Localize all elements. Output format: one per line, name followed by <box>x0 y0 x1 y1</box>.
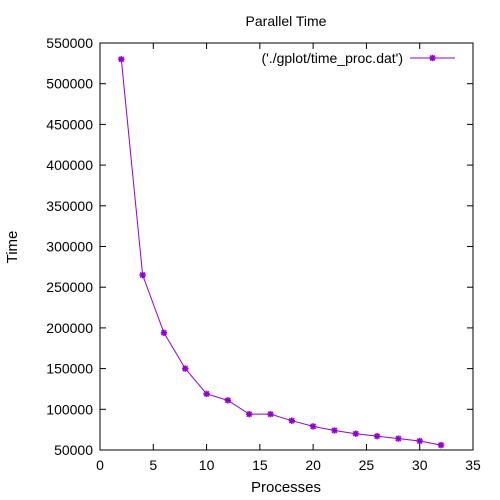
data-point <box>352 430 359 437</box>
x-axis-ticks: 0 5 10 15 20 25 30 35 <box>96 43 481 473</box>
x-tick-label: 5 <box>149 457 157 473</box>
data-point <box>139 271 146 279</box>
data-point <box>416 437 423 445</box>
series-line <box>120 59 442 446</box>
marker-stroke <box>310 423 317 430</box>
data-point <box>373 432 381 440</box>
y-tick-label: 500000 <box>46 76 93 92</box>
y-tick-label: 50000 <box>54 442 93 458</box>
x-axis-title: Processes <box>251 479 321 496</box>
y-tick-label: 450000 <box>46 116 93 132</box>
y-tick-label: 200000 <box>46 320 93 336</box>
data-point <box>267 410 274 418</box>
y-tick-label: 250000 <box>46 279 93 295</box>
marker-stroke <box>416 438 423 445</box>
chart-title: Parallel Time <box>246 13 327 29</box>
y-tick-label: 350000 <box>46 198 93 214</box>
legend-label: ('./gplot/time_proc.dat') <box>261 50 403 66</box>
legend: ('./gplot/time_proc.dat') <box>261 50 455 66</box>
y-tick-label: 150000 <box>46 361 93 377</box>
x-tick-label: 10 <box>199 457 215 473</box>
x-tick-label: 20 <box>305 457 321 473</box>
x-tick-label: 30 <box>412 457 428 473</box>
y-axis-title: Time <box>4 231 21 264</box>
y-tick-label: 300000 <box>46 239 93 255</box>
x-tick-label: 0 <box>96 457 104 473</box>
data-point <box>118 56 125 63</box>
data-point <box>182 365 189 372</box>
marker-stroke <box>203 390 210 397</box>
plot-area-border <box>99 42 474 451</box>
data-point <box>437 441 445 449</box>
marker-stroke <box>182 365 189 372</box>
marker-stroke <box>429 55 436 61</box>
marker-stroke <box>139 272 146 278</box>
y-tick-label: 550000 <box>46 35 93 51</box>
marker-stroke <box>331 427 338 434</box>
legend-marker <box>429 54 436 62</box>
marker-stroke <box>160 329 167 336</box>
y-tick-label: 400000 <box>46 157 93 173</box>
marker-stroke <box>352 430 359 437</box>
x-tick-label: 15 <box>252 457 268 473</box>
x-tick-label: 35 <box>465 457 481 473</box>
data-point <box>395 435 402 442</box>
data-point <box>160 329 168 336</box>
data-point <box>331 427 338 434</box>
marker-stroke <box>118 56 125 63</box>
y-tick-label: 100000 <box>46 401 93 417</box>
marker-stroke <box>224 397 231 404</box>
series-layer <box>118 56 445 449</box>
y-axis-ticks: 50000 100000 150000 200000 250000 300000 35000… <box>46 35 473 458</box>
marker-stroke <box>395 435 402 442</box>
marker-stroke <box>246 411 253 418</box>
data-point <box>203 390 210 398</box>
marker-stroke <box>438 442 444 449</box>
marker-stroke <box>374 433 381 440</box>
marker-stroke <box>288 417 295 424</box>
data-point <box>246 410 253 418</box>
data-point <box>224 397 232 404</box>
data-point <box>288 417 296 424</box>
data-point <box>309 423 317 430</box>
marker-stroke <box>267 411 274 418</box>
x-tick-label: 25 <box>359 457 375 473</box>
